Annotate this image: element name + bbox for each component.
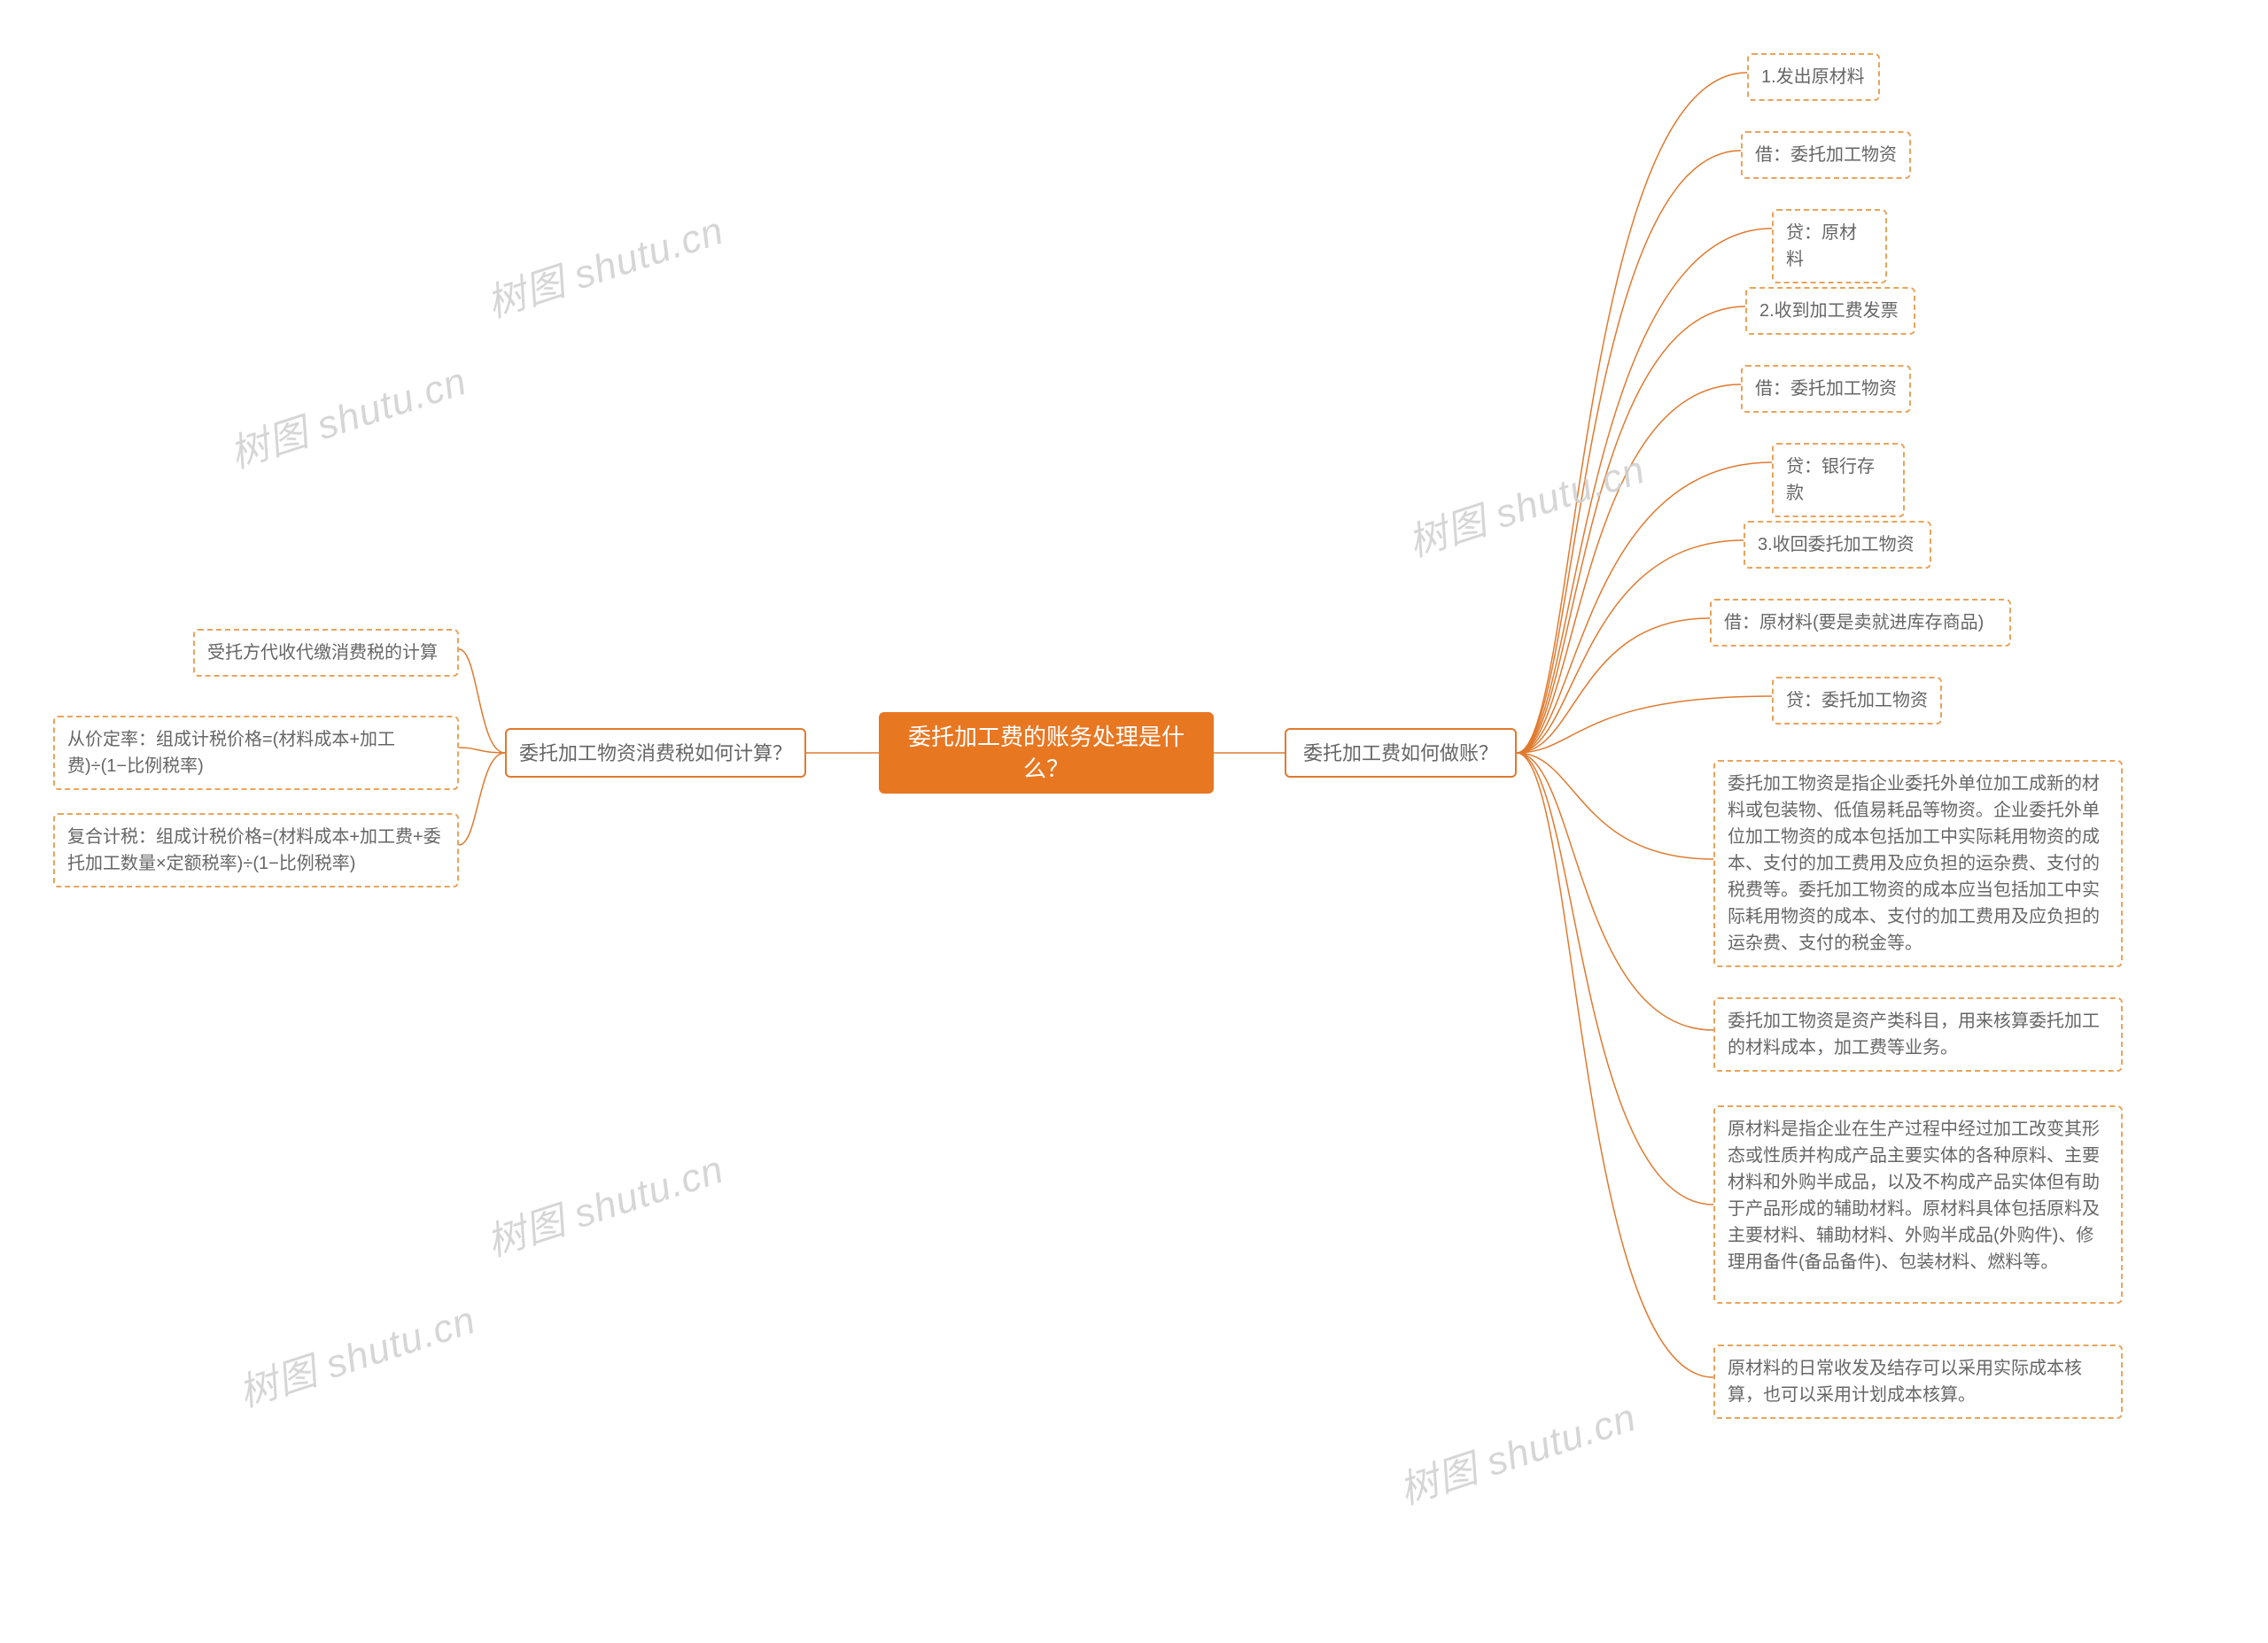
right-leaf-2[interactable]: 贷：原材料 <box>1772 209 1887 283</box>
connector-edge <box>1517 618 1710 753</box>
branch-node-right[interactable]: 委托加工费如何做账？ <box>1285 728 1517 778</box>
right-leaf-4[interactable]: 借：委托加工物资 <box>1741 365 1911 413</box>
watermark-text: 树图 shutu.cn <box>221 349 473 479</box>
right-leaf-3[interactable]: 2.收到加工费发票 <box>1745 287 1915 335</box>
branch-node-left[interactable]: 委托加工物资消费税如何计算？ <box>505 728 806 778</box>
center-node[interactable]: 委托加工费的账务处理是什么？ <box>879 712 1214 794</box>
connector-edge <box>459 753 505 845</box>
right-leaf-12[interactable]: 原材料的日常收发及结存可以采用实际成本核算，也可以采用计划成本核算。 <box>1713 1345 2123 1419</box>
connector-edge <box>1517 73 1747 753</box>
right-leaf-11[interactable]: 原材料是指企业在生产过程中经过加工改变其形态或性质并构成产品主要实体的各种原料、… <box>1713 1105 2123 1304</box>
left-leaf-2[interactable]: 复合计税：组成计税价格=(材料成本+加工费+委托加工数量×定额税率)÷(1−比例… <box>53 813 459 887</box>
right-leaf-5[interactable]: 贷：银行存款 <box>1772 443 1905 517</box>
connector-edge <box>459 649 505 753</box>
watermark-text: 树图 shutu.cn <box>478 198 730 329</box>
right-leaf-0[interactable]: 1.发出原材料 <box>1747 53 1880 101</box>
left-leaf-1[interactable]: 从价定率：组成计税价格=(材料成本+加工费)÷(1−比例税率) <box>53 716 459 790</box>
connector-edge <box>1517 151 1741 753</box>
right-leaf-7[interactable]: 借：原材料(要是卖就进库存商品) <box>1710 599 2011 647</box>
connector-edge <box>1517 753 1713 1377</box>
watermark-text: 树图 shutu.cn <box>1391 1385 1643 1515</box>
connector-edge <box>1517 306 1745 753</box>
right-leaf-9[interactable]: 委托加工物资是指企业委托外单位加工成新的材料或包装物、低值易耗品等物资。企业委托… <box>1713 760 2123 967</box>
connector-edge <box>1517 384 1741 753</box>
connector-edge <box>1517 696 1772 753</box>
connector-edge <box>1517 540 1744 753</box>
connector-edge <box>1517 753 1713 859</box>
connector-edge <box>1517 229 1772 753</box>
connector-edge <box>1517 753 1713 1205</box>
right-leaf-10[interactable]: 委托加工物资是资产类科目，用来核算委托加工的材料成本，加工费等业务。 <box>1713 997 2123 1072</box>
right-leaf-6[interactable]: 3.收回委托加工物资 <box>1744 521 1931 569</box>
right-leaf-1[interactable]: 借：委托加工物资 <box>1741 131 1911 179</box>
right-leaf-8[interactable]: 贷：委托加工物资 <box>1772 677 1942 725</box>
mindmap-canvas: 树图 shutu.cn树图 shutu.cn树图 shutu.cn树图 shut… <box>0 0 2268 1643</box>
watermark-text: 树图 shutu.cn <box>230 1288 482 1418</box>
left-leaf-0[interactable]: 受托方代收代缴消费税的计算 <box>193 629 459 677</box>
connector-edge <box>459 748 505 753</box>
watermark-text: 树图 shutu.cn <box>478 1137 730 1267</box>
connector-edge <box>1517 753 1713 1030</box>
watermark-text: 树图 shutu.cn <box>1400 438 1651 568</box>
